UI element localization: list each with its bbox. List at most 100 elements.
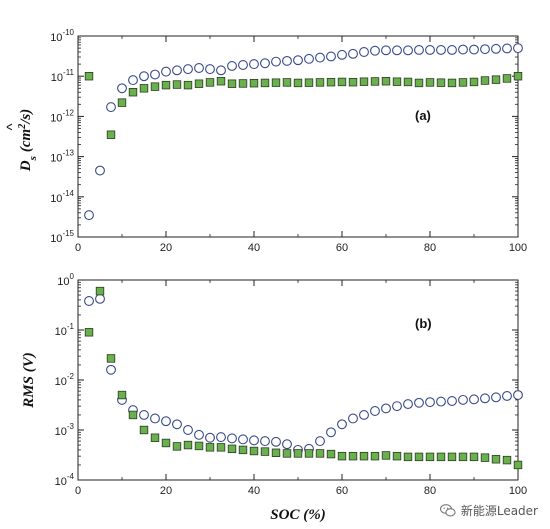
data-point-square — [491, 455, 501, 464]
data-point-circle — [337, 49, 347, 60]
data-point-square — [139, 84, 149, 93]
watermark-text: 新能源Leader — [460, 504, 538, 518]
data-point-circle — [315, 436, 325, 447]
data-point-circle — [161, 66, 171, 77]
x-tick-label: 80 — [424, 242, 436, 254]
data-point-square — [238, 79, 248, 88]
data-point-circle — [403, 45, 413, 56]
y-tick-label: 10-1 — [55, 322, 75, 338]
data-point-square — [205, 443, 215, 452]
data-point-circle — [315, 52, 325, 63]
data-point-circle — [326, 427, 336, 438]
data-point-circle — [447, 44, 457, 55]
x-axis-title: SOC (%) — [270, 507, 325, 523]
data-point-square — [326, 77, 336, 87]
data-point-square — [436, 452, 446, 462]
panel-b-x-ticks: 0 20 40 60 80 100 — [75, 280, 527, 497]
data-point-square — [392, 451, 402, 461]
y-tick-label: 10-11 — [51, 68, 75, 84]
x-tick-label: 60 — [336, 242, 348, 254]
data-point-square — [359, 77, 369, 86]
data-point-circle — [238, 434, 248, 445]
y-tick-label: 10-15 — [50, 229, 74, 245]
data-point-circle — [150, 413, 160, 424]
panel-b-y-ticks: 10-4 10-3 10-2 10-1 100 — [55, 272, 518, 488]
x-tick-label: 100 — [509, 485, 527, 497]
data-point-square — [414, 78, 424, 88]
data-point-square — [282, 449, 292, 458]
data-point-square — [436, 78, 446, 87]
data-point-square — [491, 75, 501, 84]
data-point-square — [458, 452, 468, 462]
data-point-square — [447, 78, 457, 88]
data-point-circle — [271, 436, 281, 447]
data-point-square — [513, 460, 523, 470]
data-point-square — [227, 444, 237, 454]
data-point-square — [348, 77, 358, 87]
data-point-square — [513, 72, 523, 81]
data-point-square — [194, 441, 204, 451]
data-point-square — [249, 446, 259, 456]
panel-a-y-axis-title: Ds(cm2/s) — [17, 109, 40, 172]
data-point-circle — [282, 439, 292, 450]
data-point-square — [359, 451, 369, 461]
data-point-circle — [502, 43, 512, 54]
data-point-square — [370, 77, 380, 86]
data-point-circle — [480, 393, 490, 404]
data-point-circle — [425, 397, 435, 408]
data-point-square — [469, 452, 479, 462]
data-point-circle — [84, 210, 94, 221]
x-tick-label: 60 — [336, 485, 348, 497]
data-point-square — [480, 76, 490, 85]
data-point-circle — [271, 56, 281, 67]
data-point-square — [392, 77, 402, 86]
data-point-circle — [249, 435, 259, 446]
data-point-square — [348, 451, 358, 461]
data-point-circle — [183, 425, 193, 435]
data-point-square — [447, 452, 457, 462]
panel-a-label: (a) — [415, 108, 431, 123]
y-tick-label: 10-2 — [55, 372, 75, 388]
panel-a-x-ticks: 0 20 40 60 80 100 — [75, 36, 527, 254]
data-point-square — [205, 78, 215, 87]
data-point-circle — [502, 390, 512, 401]
data-point-circle — [392, 45, 402, 56]
data-point-circle — [348, 413, 358, 424]
data-point-circle — [216, 65, 226, 76]
data-point-circle — [227, 60, 237, 71]
data-point-circle — [469, 394, 479, 405]
data-point-square — [84, 328, 94, 337]
data-point-circle — [249, 59, 259, 70]
data-point-square — [106, 354, 116, 363]
data-point-circle — [381, 403, 391, 414]
data-point-circle — [139, 71, 149, 82]
data-point-square — [403, 77, 413, 87]
data-point-square — [194, 79, 204, 88]
data-point-square — [425, 452, 435, 462]
x-tick-label: 0 — [75, 485, 81, 497]
data-point-square — [172, 442, 182, 451]
data-point-circle — [260, 58, 270, 69]
data-point-square — [216, 443, 226, 452]
data-point-circle — [458, 44, 468, 55]
data-point-circle — [469, 44, 479, 55]
data-point-circle — [480, 44, 490, 55]
data-point-circle — [414, 44, 424, 55]
data-point-square — [161, 80, 171, 90]
data-point-square — [95, 286, 105, 296]
y-tick-label: 10-3 — [55, 422, 75, 438]
panel-a-y-hat: ^ — [4, 123, 21, 130]
data-point-square — [282, 78, 292, 87]
data-point-circle — [172, 419, 182, 430]
data-point-circle — [106, 364, 116, 375]
data-point-circle — [447, 396, 457, 406]
data-point-square — [183, 80, 193, 90]
y-tick-label: 10-14 — [50, 189, 74, 205]
data-point-circle — [183, 64, 193, 75]
data-point-circle — [381, 45, 391, 56]
data-point-square — [260, 447, 270, 456]
data-point-square — [150, 82, 160, 91]
data-point-circle — [260, 436, 270, 447]
data-point-circle — [348, 48, 358, 59]
panel-b-label: (b) — [415, 316, 432, 331]
